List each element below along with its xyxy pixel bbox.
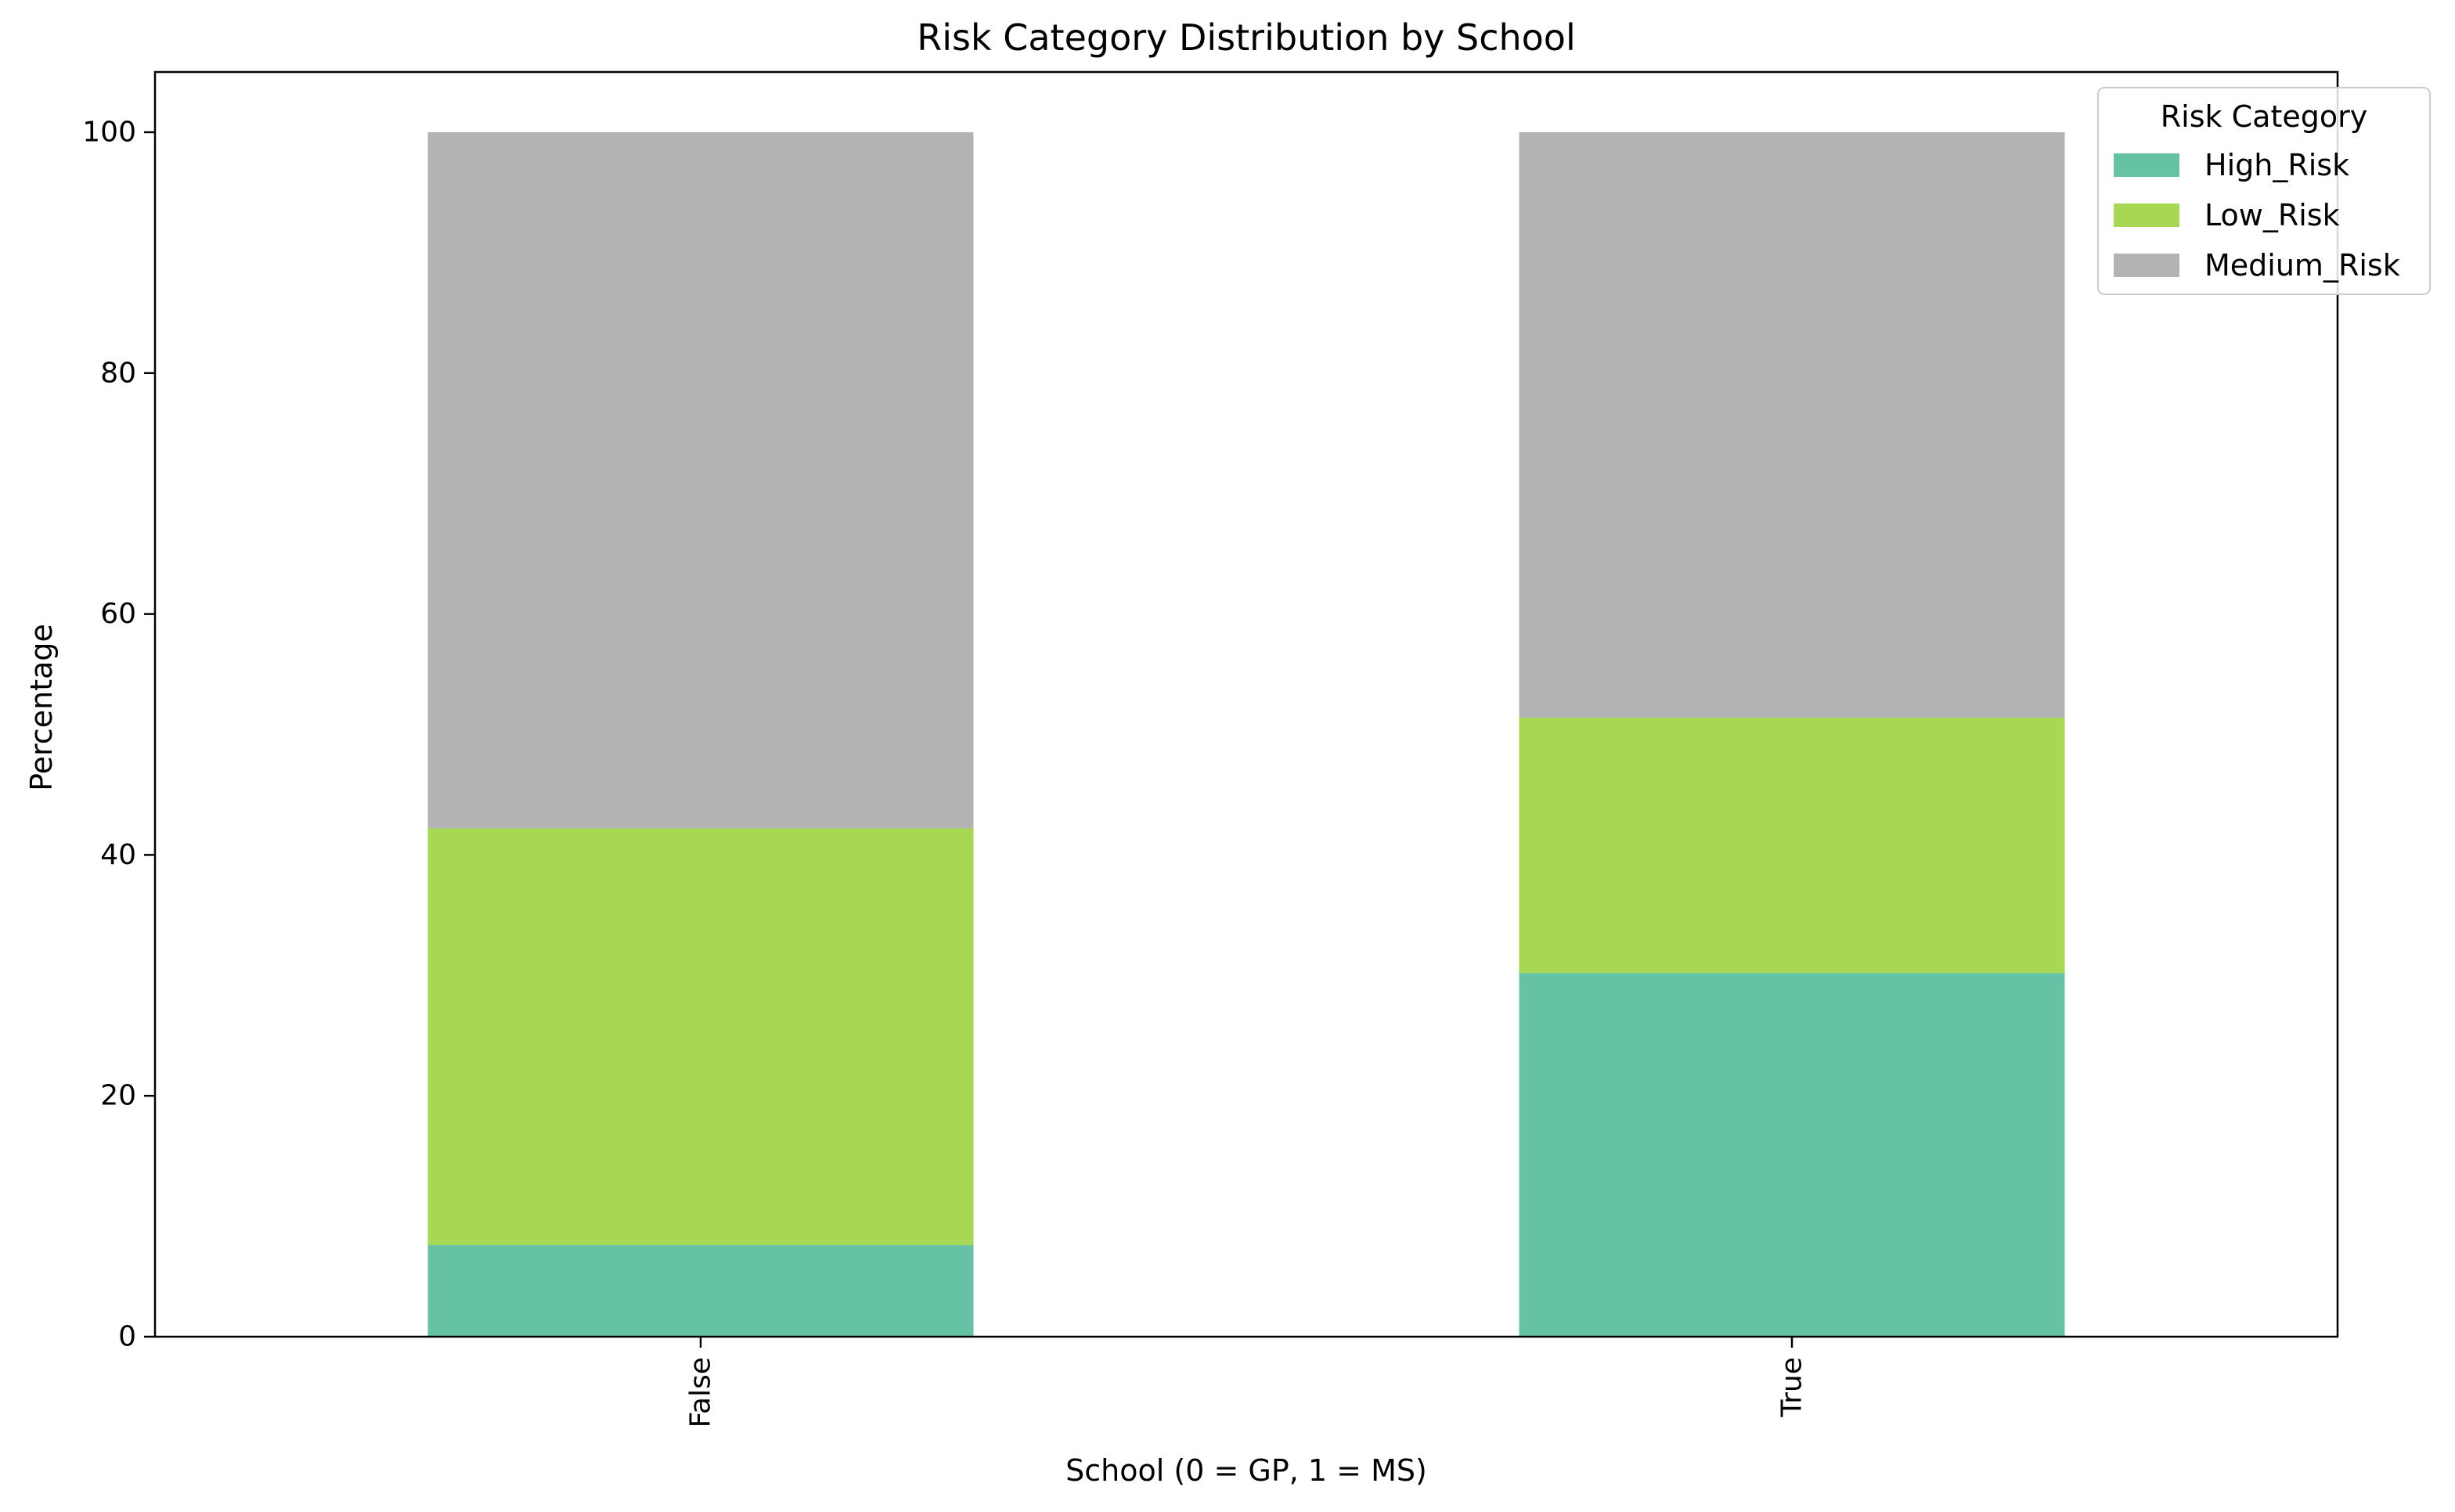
chart-title: Risk Category Distribution by School [917,16,1575,59]
x-tick-label-false: False [685,1357,717,1427]
bar-segment-medium-risk-true [1519,131,2065,718]
y-tick-label: 60 [100,598,136,630]
y-tick-label: 40 [100,839,136,871]
legend-label-high-risk: High_Risk [2204,148,2349,182]
bar-segment-low-risk-false [427,828,974,1246]
x-axis-label: School (0 = GP, 1 = MS) [1065,1453,1427,1488]
y-tick-label: 100 [82,116,136,148]
legend-swatch-low-risk [2114,203,2179,227]
legend: Risk Category High_Risk Low_Risk Medium_Ri… [2097,87,2431,295]
y-tick-label: 80 [100,357,136,389]
legend-label-medium-risk: Medium_Risk [2204,248,2400,283]
legend-label-low-risk: Low_Risk [2204,198,2340,232]
bar-segment-medium-risk-false [427,131,974,829]
legend-swatch-high-risk [2114,153,2179,177]
plot-frame [153,70,2339,1338]
legend-box [2097,87,2431,295]
bar-segment-low-risk-true [1519,717,2065,974]
bar-segment-high-risk-false [427,1245,974,1337]
bar-segment-high-risk-true [1519,973,2065,1337]
x-tick-label-true: True [1776,1357,1808,1417]
legend-swatch-medium-risk [2114,254,2179,277]
y-tick-label: 0 [118,1321,136,1353]
y-axis-label: Percentage [24,624,59,791]
y-axis: 0 20 40 60 80 100 [82,116,155,1353]
legend-title: Risk Category [2161,99,2367,134]
bars-layer [427,131,2065,1337]
x-axis: False True [685,1337,1808,1427]
y-tick-label: 20 [100,1080,136,1112]
